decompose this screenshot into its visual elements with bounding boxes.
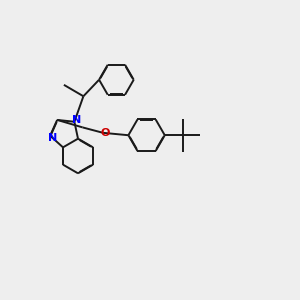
Text: O: O — [100, 128, 110, 138]
Text: N: N — [48, 133, 57, 143]
Text: N: N — [72, 115, 81, 125]
